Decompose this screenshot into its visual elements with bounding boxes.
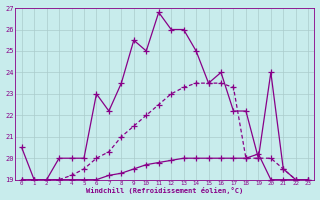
X-axis label: Windchill (Refroidissement éolien,°C): Windchill (Refroidissement éolien,°C) xyxy=(86,187,244,194)
